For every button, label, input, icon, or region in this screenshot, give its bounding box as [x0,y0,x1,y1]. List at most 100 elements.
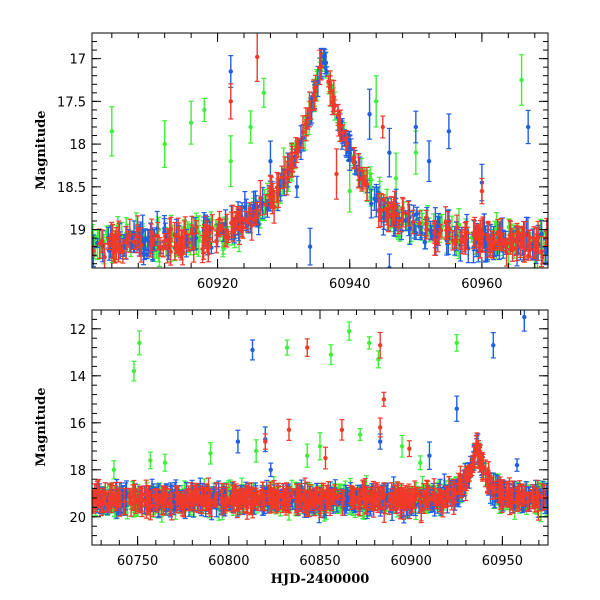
data-point-red [472,216,478,247]
data-point-red [224,486,230,512]
bottom-xlabel: HJD-2400000 [271,572,370,587]
data-point-red [534,233,540,261]
data-point-red [400,196,406,220]
data-point-blue [343,494,349,514]
data-point-green [111,460,117,480]
y-tick-label: 17.5 [57,95,86,110]
data-point-red [106,490,112,507]
data-point-red [381,391,387,407]
data-point-red [153,490,159,511]
data-point-blue [268,462,274,478]
data-point-blue [426,140,432,183]
data-point-red [253,209,259,225]
data-point-red [360,479,366,501]
data-point-red [249,486,255,501]
data-point-red [168,237,174,266]
data-point-red [530,496,536,508]
data-point-red [160,239,166,258]
data-point-red [495,219,501,246]
data-point-red [389,492,395,511]
bottom-panel-data [92,310,548,524]
x-tick-label: 60950 [482,554,523,569]
x-tick-label: 60960 [461,277,502,292]
data-point-green [284,339,290,356]
data-point-red [329,89,335,116]
data-point-red [334,148,340,200]
data-point-red [161,487,167,511]
data-point-red [203,483,209,511]
data-point-red [454,214,460,241]
data-point-red [186,488,192,512]
data-point-green [208,442,214,465]
data-point-red [123,225,129,260]
data-point-red [431,487,437,502]
data-point-red [533,487,539,505]
data-point-red [172,235,178,261]
data-point-red [321,489,327,501]
data-point-green [366,336,372,350]
data-point-red [336,491,342,501]
top-panel-ticks: 60920 60940 60960 17 17.5 18 18.5 19 [57,32,548,292]
data-point-red [213,496,219,508]
data-point-red [262,433,268,450]
data-point-red [225,231,231,243]
data-point-red [279,165,285,190]
data-point-green [357,428,363,442]
data-point-red [423,222,429,237]
data-point-red [117,243,123,254]
data-point-red [304,481,310,502]
data-point-red [451,487,457,515]
data-point-red [206,490,212,501]
data-point-green [347,169,353,213]
data-point-red [143,498,149,507]
data-point-red [443,493,449,509]
data-point-green [228,135,234,188]
data-point-red [520,483,526,507]
data-point-red [406,440,412,458]
data-point-blue [426,441,432,471]
data-point-red [356,153,362,189]
data-point-red [289,151,295,178]
data-point-red [228,83,234,120]
data-point-blue [407,210,413,246]
data-point-red [423,209,429,226]
data-point-red [113,481,119,510]
data-point-blue [490,332,496,359]
data-point-green [328,344,334,366]
data-point-red [116,494,122,505]
data-point-red [355,487,361,510]
data-point-red [339,419,345,441]
data-point-blue [403,210,409,232]
data-point-red [127,487,133,503]
data-point-red [539,483,545,512]
data-point-red [257,179,263,216]
data-point-red [317,49,323,86]
data-point-red [245,482,251,506]
data-point-blue [321,47,327,65]
data-point-blue [368,188,374,219]
y-tick-label: 14 [69,370,86,385]
data-point-red [485,221,491,258]
data-point-red [267,175,273,207]
data-point-red [423,497,429,506]
data-point-red [109,482,115,506]
data-point-red [181,220,187,255]
data-point-red [330,488,336,498]
data-point-red [322,446,328,470]
data-point-red [343,129,349,148]
x-tick-label: 60940 [329,277,370,292]
data-point-red [393,488,399,514]
data-point-green [317,432,323,461]
data-point-red [432,223,438,256]
y-tick-label: 16 [69,417,86,432]
top-panel: 60920 60940 60960 17 17.5 18 18.5 19 Magnitude [34,32,549,292]
data-point-green [304,443,310,468]
data-point-red [102,242,108,268]
data-point-blue [386,253,392,268]
data-point-red [397,489,403,508]
data-point-red [300,115,306,149]
data-point-green [109,106,115,157]
data-point-red [440,492,446,518]
data-point-red [268,494,274,504]
